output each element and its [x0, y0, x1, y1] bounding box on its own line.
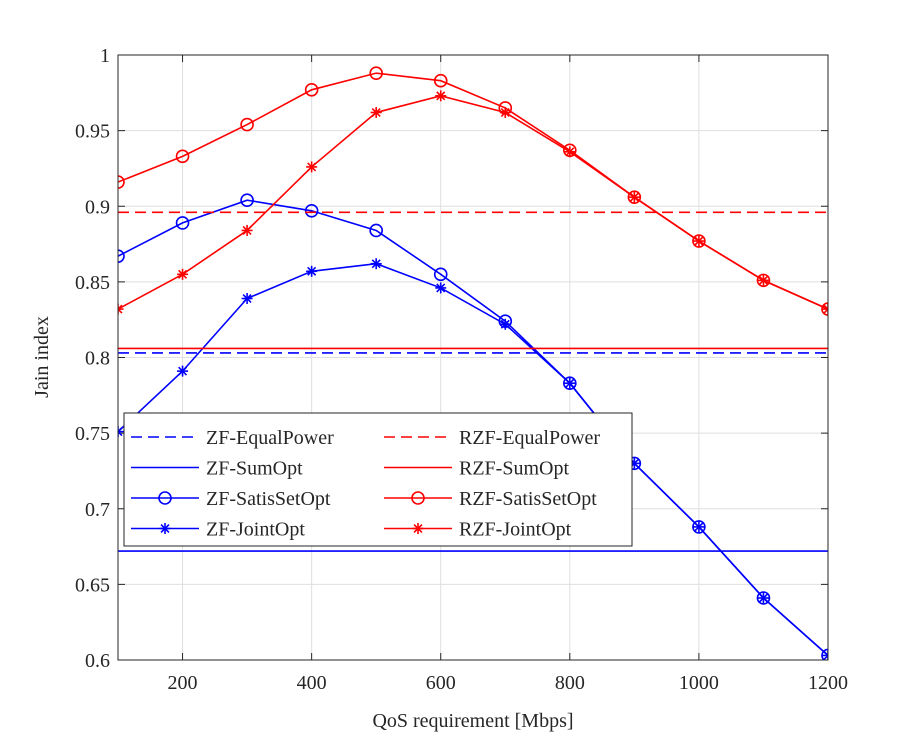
x-axis-label: QoS requirement [Mbps] [372, 710, 573, 732]
y-tick-label: 0.75 [75, 423, 110, 445]
legend-label: ZF-EqualPower [206, 427, 334, 449]
data-point-rzf-satissetopt [692, 234, 706, 248]
data-point-zf-satissetopt [369, 223, 383, 238]
data-point-zf-jointopt [241, 293, 253, 305]
legend-item-zf-equalpower: ZF-EqualPower [131, 427, 334, 449]
legend-box [123, 412, 633, 547]
data-point-zf-jointopt [370, 258, 382, 270]
data-point-rzf-jointopt [822, 303, 828, 315]
legend-label: RZF-SumOpt [459, 458, 569, 480]
y-tick-label: 0.7 [85, 499, 110, 521]
legend-marker [412, 523, 424, 534]
legend: ZF-EqualPower RZF-EqualPower ZF-SumOpt RZF-… [123, 412, 633, 547]
legend-marker [158, 491, 172, 505]
y-tick-label: 0.85 [75, 272, 110, 294]
data-point-zf-satissetopt [433, 267, 448, 282]
data-point-rzf-jointopt [118, 303, 124, 315]
data-point-rzf-jointopt [628, 191, 640, 203]
data-point-zf-satissetopt [175, 216, 190, 230]
data-point-zf-satissetopt [821, 648, 828, 660]
data-point-zf-satissetopt [304, 203, 319, 218]
data-point-zf-jointopt [118, 426, 124, 438]
data-point-rzf-jointopt [435, 90, 447, 102]
y-tick-label: 0.6 [85, 650, 110, 672]
data-point-zf-satissetopt [118, 249, 125, 263]
data-point-zf-jointopt [499, 318, 511, 330]
legend-label: RZF-SatisSetOpt [459, 488, 597, 510]
data-point-rzf-satissetopt [756, 273, 771, 288]
x-tick-label: 600 [426, 672, 456, 694]
data-point-zf-satissetopt [563, 376, 577, 391]
data-point-rzf-satissetopt [240, 117, 254, 132]
series-layer [118, 66, 828, 660]
data-point-rzf-satissetopt [369, 66, 383, 80]
x-tick-label: 1200 [808, 672, 848, 694]
data-point-rzf-jointopt [370, 106, 382, 118]
legend-label: ZF-SatisSetOpt [206, 488, 331, 510]
y-tick-label: 0.95 [75, 121, 110, 143]
legend-label: RZF-EqualPower [459, 427, 600, 449]
data-point-zf-jointopt [693, 521, 705, 533]
data-point-rzf-jointopt [564, 146, 576, 158]
legend-label: ZF-SumOpt [206, 458, 303, 480]
data-point-zf-jointopt [757, 592, 769, 604]
data-point-rzf-satissetopt [433, 73, 448, 88]
x-tick-label: 1000 [679, 672, 719, 694]
legend-marker [411, 491, 425, 505]
x-tick-label: 200 [168, 672, 198, 694]
series-zf-jointopt [118, 258, 828, 660]
data-point-zf-satissetopt [756, 591, 771, 605]
y-tick-label: 0.8 [85, 348, 110, 370]
tick-labels: 200 400 600 800 1000 1200 0.6 0.65 0.7 0.75 0.8 0.8… [75, 45, 848, 694]
legend-item-rzf-jointopt: RZF-JointOpt [384, 519, 572, 541]
data-point-rzf-jointopt [757, 274, 769, 286]
data-point-zf-satissetopt [240, 193, 254, 207]
legend-item-rzf-sumopt: RZF-SumOpt [384, 458, 569, 480]
y-tick-label: 0.65 [75, 574, 110, 596]
y-axis-label: Jain index [31, 316, 53, 398]
legend-label: ZF-JointOpt [206, 519, 305, 541]
data-point-rzf-satissetopt [304, 82, 319, 97]
series-rzf-jointopt [118, 90, 828, 315]
data-point-zf-jointopt [564, 377, 576, 389]
series-line-rzf-jointopt [118, 95, 828, 310]
legend-item-rzf-equalpower: RZF-EqualPower [384, 427, 600, 449]
legend-label: RZF-JointOpt [459, 519, 572, 541]
data-point-zf-jointopt [435, 282, 447, 294]
data-point-rzf-jointopt [177, 268, 189, 280]
data-point-zf-jointopt [822, 649, 828, 660]
legend-item-rzf-satissetopt: RZF-SatisSetOpt [384, 488, 597, 510]
y-tick-label: 0.9 [85, 196, 110, 218]
data-point-zf-satissetopt [692, 520, 706, 534]
legend-item-zf-satissetopt: ZF-SatisSetOpt [131, 488, 331, 510]
data-point-rzf-satissetopt [175, 149, 190, 164]
data-point-rzf-satissetopt [118, 175, 125, 189]
legend-item-zf-jointopt: ZF-JointOpt [131, 519, 305, 541]
data-point-rzf-jointopt [499, 106, 511, 118]
data-point-rzf-satissetopt [821, 302, 828, 316]
data-point-rzf-jointopt [306, 161, 318, 173]
y-tick-label: 1 [100, 45, 110, 67]
data-point-rzf-jointopt [693, 235, 705, 247]
x-tick-label: 800 [555, 672, 585, 694]
x-tick-label: 400 [297, 672, 327, 694]
data-point-zf-jointopt [177, 365, 189, 377]
data-point-rzf-jointopt [241, 224, 253, 236]
plot-frame [117, 54, 829, 661]
series-line-zf-jointopt [118, 262, 828, 657]
data-point-rzf-satissetopt [627, 190, 642, 204]
data-point-zf-jointopt [306, 265, 318, 277]
legend-item-zf-sumopt: ZF-SumOpt [131, 458, 303, 480]
legend-marker [159, 523, 171, 534]
